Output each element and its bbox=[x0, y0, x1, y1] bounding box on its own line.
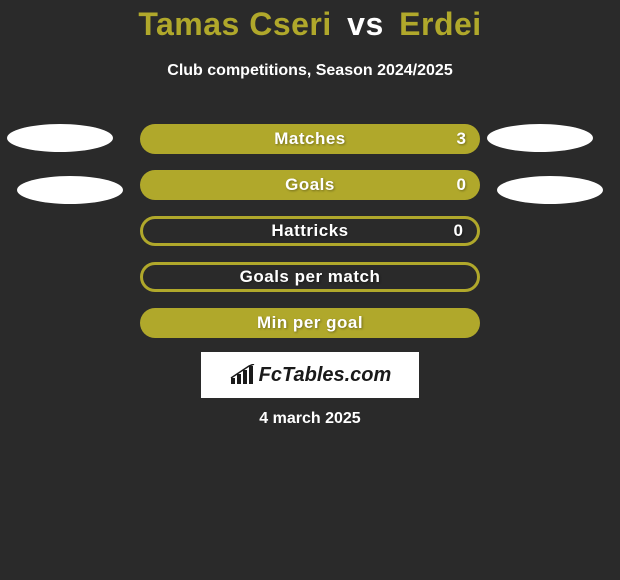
decorative-ellipse bbox=[7, 124, 113, 152]
stat-label: Matches bbox=[274, 129, 346, 149]
stat-value: 3 bbox=[457, 129, 466, 149]
stat-bar: Goals per match bbox=[140, 262, 480, 292]
stat-value: 0 bbox=[457, 175, 466, 195]
vs-text: vs bbox=[347, 6, 384, 42]
stat-label: Goals bbox=[285, 175, 335, 195]
page-title: Tamas Cseri vs Erdei bbox=[0, 6, 620, 43]
subtitle: Club competitions, Season 2024/2025 bbox=[0, 62, 620, 80]
stat-label: Min per goal bbox=[257, 313, 363, 333]
date-text: 4 march 2025 bbox=[0, 410, 620, 428]
stat-bar: Hattricks 0 bbox=[140, 216, 480, 246]
stat-label: Hattricks bbox=[271, 221, 348, 241]
barchart-icon bbox=[229, 364, 255, 386]
logo-box: FcTables.com bbox=[201, 352, 419, 398]
decorative-ellipse bbox=[487, 124, 593, 152]
stat-value: 0 bbox=[454, 221, 463, 241]
player2-name: Erdei bbox=[399, 6, 482, 42]
stat-label: Goals per match bbox=[240, 267, 381, 287]
decorative-ellipse bbox=[17, 176, 123, 204]
logo-text: FcTables.com bbox=[259, 364, 392, 387]
comparison-infographic: Tamas Cseri vs Erdei Club competitions, … bbox=[0, 0, 620, 580]
stat-bar: Goals 0 bbox=[140, 170, 480, 200]
player1-name: Tamas Cseri bbox=[138, 6, 331, 42]
stat-bar: Min per goal bbox=[140, 308, 480, 338]
decorative-ellipse bbox=[497, 176, 603, 204]
stat-bar: Matches 3 bbox=[140, 124, 480, 154]
